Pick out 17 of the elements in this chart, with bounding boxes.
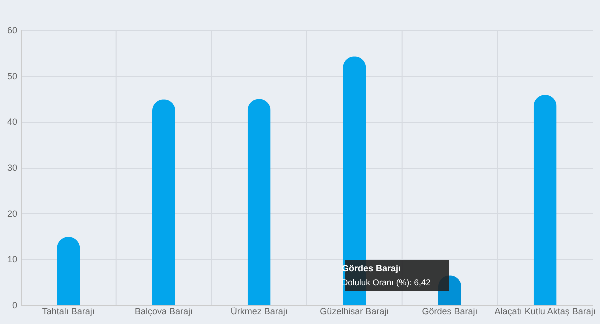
bar (57, 237, 80, 305)
bar (534, 95, 557, 305)
x-tick-label: Tahtalı Barajı (42, 306, 95, 316)
y-tick-label: 10 (7, 254, 18, 265)
x-tick-label: Ürkmez Barajı (230, 306, 288, 316)
x-tick-label: Güzelhisar Barajı (320, 306, 390, 316)
y-tick-label: 30 (7, 163, 18, 173)
bar (152, 100, 176, 305)
y-tick-label: 50 (7, 71, 18, 82)
bar (248, 99, 271, 305)
x-tick-label: Balçova Barajı (134, 306, 194, 316)
y-tick-label: 0 (12, 300, 18, 310)
x-tick-label: Gördes Barajı (422, 306, 478, 316)
x-tick-label: Alaçatı Kutlu Aktaş Barajı (494, 306, 596, 316)
y-tick-label: 60 (7, 26, 18, 36)
y-tick-label: 40 (7, 117, 18, 128)
y-tick-label: 20 (7, 208, 18, 219)
